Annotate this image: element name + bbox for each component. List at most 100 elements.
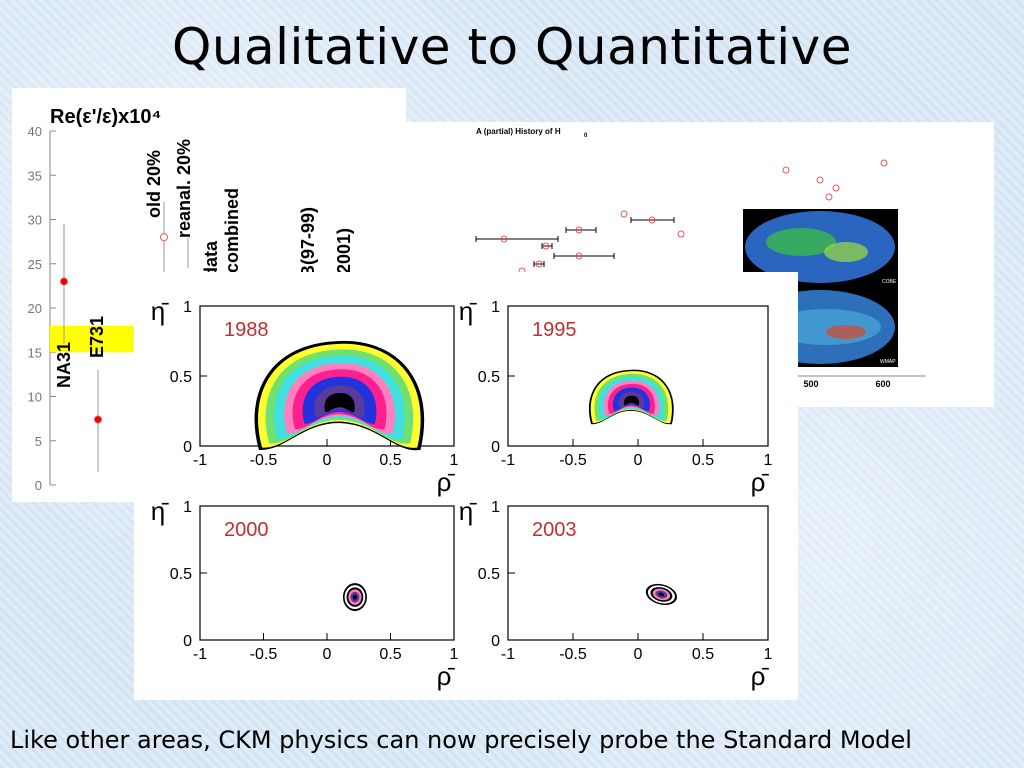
contour-level bbox=[324, 392, 355, 413]
x-tick-label: 0.5 bbox=[692, 646, 714, 663]
x-tick-label: 0.5 bbox=[379, 452, 401, 469]
y-tick-label: 30 bbox=[28, 213, 42, 228]
series-label: B(97-99) bbox=[298, 207, 318, 278]
data-point bbox=[880, 159, 888, 167]
panel-year: 2003 bbox=[532, 519, 577, 541]
data-point bbox=[535, 260, 543, 268]
data-point bbox=[648, 216, 656, 224]
data-point bbox=[500, 235, 508, 243]
y-axis-label: η̄ bbox=[459, 296, 477, 326]
y-tick-label: 0.5 bbox=[170, 566, 192, 583]
y-tick-label: 0 bbox=[183, 439, 192, 456]
y-tick-label: 0 bbox=[35, 478, 42, 493]
data-point bbox=[816, 176, 824, 184]
y-axis-label: η̄ bbox=[151, 496, 169, 526]
x-tick-label: -0.5 bbox=[559, 452, 587, 469]
x-axis-label: ρ̄ bbox=[437, 467, 456, 497]
x-tick-label: 0 bbox=[634, 452, 643, 469]
x-tick-label: 0 bbox=[634, 646, 643, 663]
y-tick-label: 0.5 bbox=[170, 369, 192, 386]
x-tick-label: -1 bbox=[193, 646, 207, 663]
y-tick-label: 15 bbox=[28, 345, 42, 360]
x-tick-label: -0.5 bbox=[250, 452, 278, 469]
x-axis-label: ρ̄ bbox=[751, 467, 770, 497]
slide-caption: Like other areas, CKM physics can now pr… bbox=[10, 726, 912, 754]
contour-level bbox=[352, 594, 358, 600]
average-band bbox=[50, 325, 150, 353]
map-blob bbox=[766, 228, 836, 256]
data-point bbox=[620, 210, 628, 218]
y-axis-label: η̄ bbox=[151, 296, 169, 326]
y-tick-label: 0.5 bbox=[478, 369, 500, 386]
data-point bbox=[832, 184, 840, 192]
map-label: COBE bbox=[882, 279, 897, 285]
x-tick-label: -1 bbox=[501, 646, 515, 663]
data-point bbox=[542, 242, 550, 250]
x-tick-label: 0.5 bbox=[692, 452, 714, 469]
y-tick-label: 25 bbox=[28, 257, 42, 272]
ckm-panel-1988: -1 -0.5 0 0.5 100.51ρ̄η̄1988 bbox=[151, 296, 459, 497]
y-tick-label: 5 bbox=[35, 434, 42, 449]
x-tick-label: 600 bbox=[875, 379, 890, 389]
contour-region bbox=[342, 583, 367, 612]
map-blob bbox=[824, 242, 868, 262]
y-tick-label: 1 bbox=[183, 499, 192, 516]
x-axis-label: ρ̄ bbox=[437, 661, 456, 691]
ckm-contour-charts: -1 -0.5 0 0.5 1 0 0.5 1 ρ̄ η̄ 1988 -1 -0.5 0 0.5 1 0 0.5 1… bbox=[134, 272, 798, 700]
y-tick-label: 1 bbox=[491, 499, 500, 516]
y-tick-label: 0 bbox=[183, 633, 192, 650]
contour-region bbox=[645, 583, 678, 605]
chart-title: A (partial) History of H bbox=[476, 127, 561, 136]
y-tick-label: 35 bbox=[28, 168, 42, 183]
y-tick-label: 0 bbox=[491, 439, 500, 456]
ckm-panel-2003: -1 -0.5 0 0.5 100.51ρ̄η̄2003 bbox=[459, 496, 773, 691]
series-label: NA31 bbox=[54, 342, 74, 388]
data-point bbox=[782, 166, 790, 174]
slide-title: Qualitative to Quantitative bbox=[171, 18, 852, 76]
x-tick-label: -1 bbox=[501, 452, 515, 469]
ckm-panel-2000: -1 -0.5 0 0.5 100.51ρ̄η̄2000 bbox=[151, 496, 459, 691]
contour-level bbox=[623, 395, 640, 406]
x-tick-label: 0 bbox=[323, 646, 332, 663]
y-tick-label: 20 bbox=[28, 301, 42, 316]
y-tick-label: 40 bbox=[28, 124, 42, 139]
series-label: combined bbox=[222, 188, 242, 273]
chart-title: Re(ε'/ε)x10⁴ bbox=[50, 106, 161, 128]
data-point bbox=[60, 277, 68, 286]
panel-year: 2000 bbox=[224, 519, 269, 541]
contour-level bbox=[658, 592, 665, 597]
data-point bbox=[575, 252, 583, 260]
data-point bbox=[825, 193, 833, 201]
ckm-panel-1995: -1 -0.5 0 0.5 100.51ρ̄η̄1995 bbox=[459, 296, 773, 497]
contour-region bbox=[254, 340, 425, 451]
contour-region bbox=[588, 369, 674, 425]
series-label: old 20% bbox=[144, 150, 164, 218]
x-tick-label: -0.5 bbox=[250, 646, 278, 663]
y-tick-label: 1 bbox=[183, 299, 192, 316]
y-axis-label: η̄ bbox=[459, 496, 477, 526]
series-label: E731 bbox=[87, 316, 107, 358]
y-tick-label: 0 bbox=[491, 633, 500, 650]
x-tick-label: 0.5 bbox=[379, 646, 401, 663]
data-point bbox=[677, 230, 685, 238]
x-axis-label: ρ̄ bbox=[751, 661, 770, 691]
y-tick-label: 1 bbox=[491, 299, 500, 316]
panel-year: 1995 bbox=[532, 319, 577, 341]
x-tick-label: 1 bbox=[764, 452, 773, 469]
data-point bbox=[94, 415, 102, 424]
y-tick-label: 10 bbox=[28, 390, 42, 405]
data-point bbox=[160, 233, 168, 242]
x-tick-label: -1 bbox=[193, 452, 207, 469]
map-blob bbox=[826, 325, 866, 339]
series-label: reanal. 20% bbox=[174, 139, 194, 238]
panel-year: 1988 bbox=[224, 319, 269, 341]
chart-title-subscript: 0 bbox=[584, 133, 588, 139]
x-tick-label: -0.5 bbox=[559, 646, 587, 663]
y-tick-label: 0.5 bbox=[478, 566, 500, 583]
map-label: WMAP bbox=[880, 359, 896, 365]
x-tick-label: 1 bbox=[764, 646, 773, 663]
x-tick-label: 1 bbox=[450, 646, 459, 663]
x-tick-label: 1 bbox=[450, 452, 459, 469]
x-tick-label: 0 bbox=[323, 452, 332, 469]
data-point bbox=[575, 226, 583, 234]
